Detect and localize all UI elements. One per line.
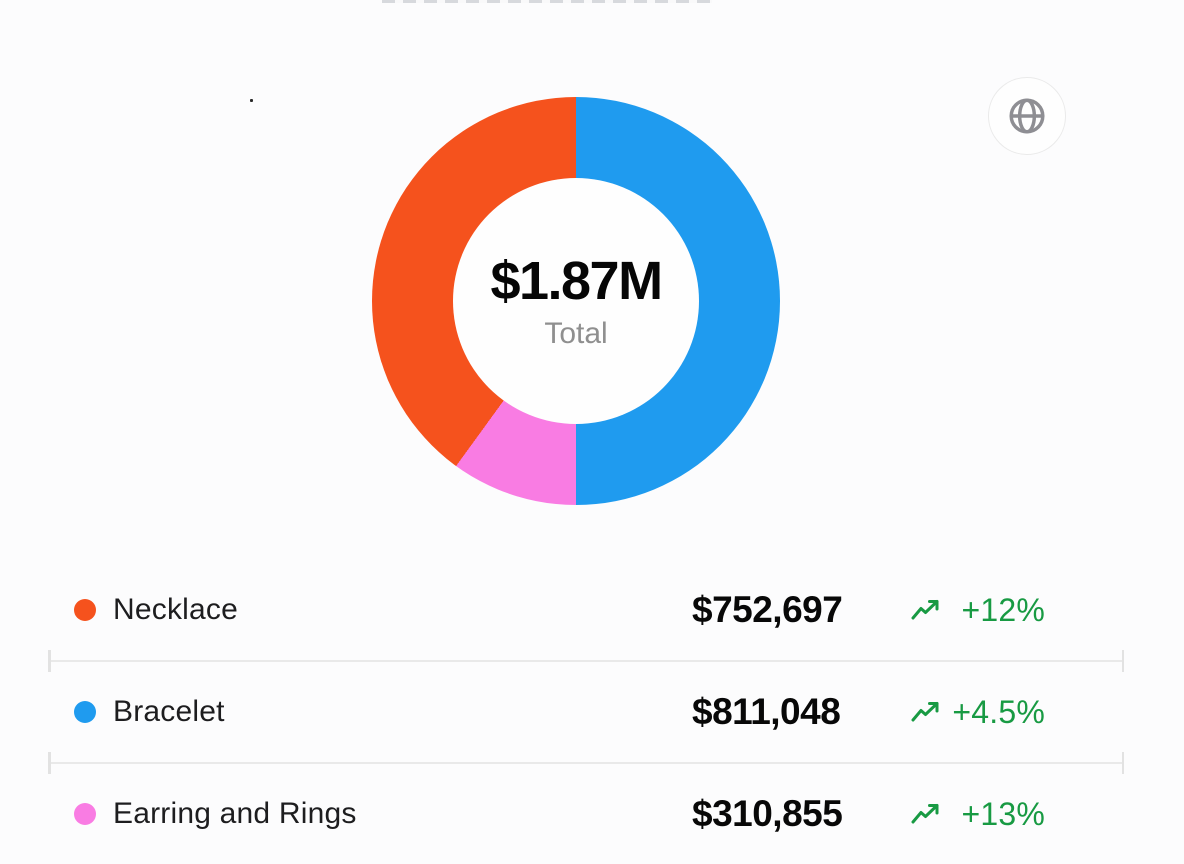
series-change-cell: +12% (910, 592, 1045, 629)
series-label: Bracelet (113, 695, 225, 728)
donut-center: $1.87M Total (453, 178, 699, 424)
series-color-dot (74, 599, 96, 621)
series-color-dot (74, 803, 96, 825)
row-divider (48, 650, 1124, 672)
noise-speck (250, 99, 253, 102)
series-color-dot (74, 701, 96, 723)
legend-name-cell: Earring and Rings (74, 797, 692, 831)
total-value: $1.87M (490, 250, 663, 311)
series-change-cell: +4.5% (910, 694, 1045, 731)
series-label: Necklace (113, 593, 238, 626)
series-value: $310,855 (692, 793, 843, 834)
series-change: +12% (961, 591, 1045, 628)
cropped-text-artifact (382, 0, 712, 3)
globe-button[interactable] (988, 77, 1066, 155)
trending-up-icon (910, 801, 940, 827)
total-caption: Total (544, 316, 608, 350)
legend-row[interactable]: Earring and Rings $310,855 +13% (48, 764, 1124, 864)
legend-list: Necklace $752,697 +12% Bracelet $811,048 (48, 560, 1124, 864)
legend-row[interactable]: Necklace $752,697 +12% (48, 560, 1124, 660)
series-value: $811,048 (692, 691, 841, 732)
trending-up-icon (910, 597, 940, 623)
series-change-cell: +13% (910, 796, 1045, 833)
globe-icon (1005, 94, 1049, 138)
legend-name-cell: Bracelet (74, 695, 692, 729)
trending-up-icon (910, 699, 940, 725)
legend-row[interactable]: Bracelet $811,048 +4.5% (48, 662, 1124, 762)
legend-name-cell: Necklace (74, 593, 692, 627)
series-label: Earring and Rings (113, 797, 357, 830)
row-divider (48, 752, 1124, 774)
series-value: $752,697 (692, 589, 843, 630)
donut-chart: $1.87M Total (372, 97, 780, 505)
series-change: +4.5% (952, 693, 1045, 730)
series-change: +13% (961, 795, 1045, 832)
